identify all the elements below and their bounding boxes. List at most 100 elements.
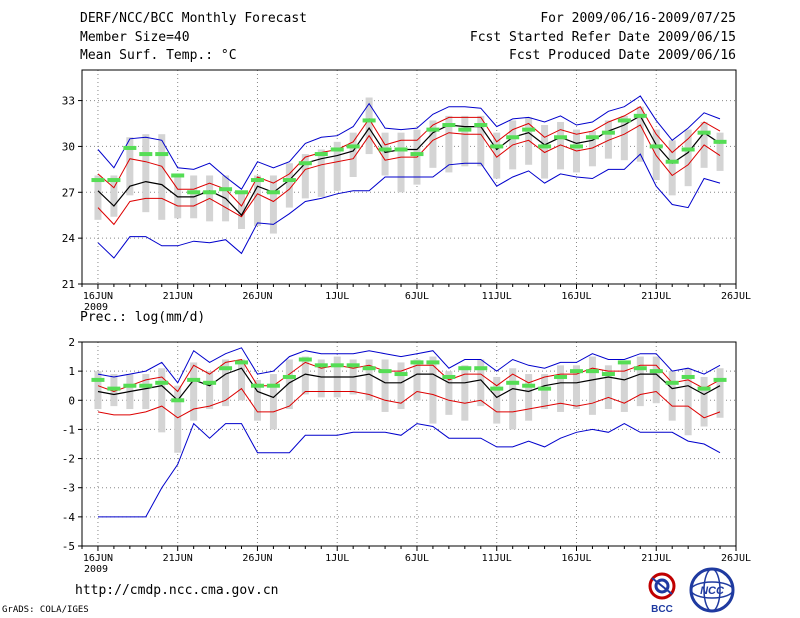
temp-median-mark: [187, 190, 201, 195]
precip-median-mark: [681, 374, 695, 379]
temp-median-mark: [585, 135, 599, 140]
precip-median-mark: [617, 360, 631, 365]
precip-box: [269, 374, 277, 430]
precip-median-mark: [171, 398, 185, 403]
temp-box: [397, 132, 405, 193]
grads-credit: GrADS: COLA/IGES: [2, 605, 89, 615]
precip-median-mark: [266, 383, 280, 388]
precip-median-mark: [554, 374, 568, 379]
temp-ytick-label: 30: [62, 140, 75, 153]
forecast-produced-date: Fcst Produced Date 2009/06/16: [509, 48, 736, 63]
temp-median-mark: [538, 144, 552, 149]
temp-median-mark: [298, 161, 312, 166]
temp-box: [94, 175, 102, 220]
bcc-logo-text: BCC: [651, 604, 673, 615]
temp-median-mark: [506, 135, 520, 140]
precip-xtick-label: 26JUN: [242, 553, 272, 564]
precip-box: [190, 362, 198, 421]
precip-median-mark: [394, 372, 408, 377]
temp-box: [142, 134, 150, 213]
temp-box: [285, 163, 293, 208]
temp-box: [269, 175, 277, 234]
precip-box: [668, 371, 676, 421]
temp-mean-line: [97, 115, 721, 217]
source-url[interactable]: http://cmdp.ncc.cma.gov.cn: [75, 583, 279, 598]
precip-max-line: [97, 347, 721, 384]
temp-median-mark: [649, 144, 663, 149]
temp-max-line: [97, 95, 721, 190]
temp-median-mark: [155, 152, 169, 157]
temp-median-mark: [123, 145, 137, 150]
ncc-logo-text: NCC: [700, 585, 725, 597]
temp-box: [238, 193, 246, 229]
temp-xtick-label: 26JUN: [242, 291, 272, 302]
precip-median-mark: [314, 363, 328, 368]
precip-lower-line: [97, 387, 721, 419]
precip-median-mark: [538, 386, 552, 391]
precip-median-mark: [442, 374, 456, 379]
precip-box: [174, 385, 182, 453]
precip-box: [365, 359, 373, 401]
temp-ytick-label: 21: [62, 278, 75, 291]
precip-median-mark: [298, 357, 312, 362]
forecast-period: For 2009/06/16-2009/07/25: [540, 11, 736, 26]
precip-ytick-label: -2: [62, 453, 75, 466]
temp-box: [301, 154, 309, 199]
variable-label: Mean Surf. Temp.: °C: [80, 48, 237, 63]
precip-box: [636, 356, 644, 407]
precip-xtick-label: 26JUL: [721, 553, 751, 564]
precip-box: [397, 362, 405, 410]
temp-box: [349, 132, 357, 177]
precip-median-mark: [91, 377, 105, 382]
precip-box: [158, 368, 166, 433]
precip-median-mark: [490, 386, 504, 391]
temp-xtick-label: 21JUN: [163, 291, 193, 302]
precip-ytick-label: 2: [68, 336, 75, 349]
temp-median-mark: [266, 190, 280, 195]
precip-median-mark: [585, 369, 599, 374]
temp-box: [333, 141, 341, 191]
temp-xtick-label: 26JUL: [721, 291, 751, 302]
precip-box: [445, 371, 453, 415]
precip-median-mark: [506, 380, 520, 385]
temp-box: [365, 97, 373, 155]
temp-median-mark: [569, 144, 583, 149]
temp-median-mark: [474, 123, 488, 128]
temp-median-mark: [91, 178, 105, 183]
temp-box: [541, 125, 549, 179]
temp-box: [620, 115, 628, 161]
temp-ytick-label: 33: [62, 95, 75, 108]
precip-box: [700, 376, 708, 427]
precip-median-mark: [362, 366, 376, 371]
precip-box: [716, 368, 724, 418]
precip-year-label: 2009: [84, 564, 108, 575]
temp-box: [636, 106, 644, 162]
temp-median-mark: [617, 118, 631, 123]
precip-box: [588, 356, 596, 415]
temp-median-mark: [633, 113, 647, 118]
temp-median-mark: [490, 144, 504, 149]
precip-median-mark: [330, 363, 344, 368]
precip-median-mark: [346, 363, 360, 368]
precip-box: [541, 374, 549, 410]
chart-title: DERF/NCC/BCC Monthly Forecast: [80, 11, 307, 26]
temp-median-mark: [250, 178, 264, 183]
precip-median-mark: [601, 372, 615, 377]
temp-median-mark: [219, 187, 233, 192]
precip-median-mark: [250, 383, 264, 388]
precip-median-mark: [123, 383, 137, 388]
precip-xtick-label: 16JUL: [561, 553, 591, 564]
temp-box: [253, 175, 261, 226]
temp-median-mark: [554, 135, 568, 140]
precip-median-mark: [649, 369, 663, 374]
temp-box: [445, 115, 453, 173]
temp-box: [110, 175, 118, 217]
temp-median-mark: [346, 144, 360, 149]
temp-median-mark: [713, 139, 727, 144]
precip-ytick-label: -1: [62, 423, 75, 436]
precip-ytick-label: 1: [68, 365, 75, 378]
forecast-started-date: Fcst Started Refer Date 2009/06/15: [469, 30, 736, 45]
temp-median-mark: [681, 147, 695, 152]
precip-mean-line: [97, 367, 721, 402]
